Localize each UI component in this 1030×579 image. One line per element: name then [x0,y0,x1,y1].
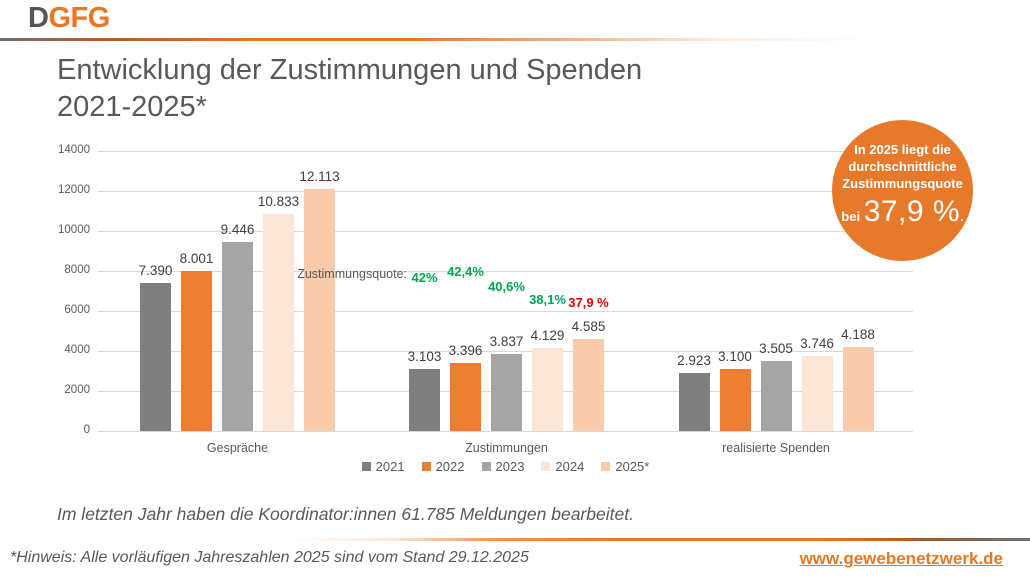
callout-line3: Zustimmungsquote [842,176,963,191]
website-link[interactable]: www.gewebenetzwerk.de [799,549,1003,568]
legend-label: 2023 [495,459,525,474]
x-axis-category-label: realisierte Spenden [722,441,830,455]
y-axis-tick-10000: 10000 [58,224,90,236]
x-axis-category-label: Gespräche [206,441,269,455]
bar-2025-2 [573,339,604,431]
legend-item-2025: 2025* [601,459,649,474]
bar-value-label: 3.396 [448,343,483,359]
gridline-y-0 [98,431,913,432]
zustimmungsquote-value-2023: 40,6% [488,279,525,294]
y-axis-tick-4000: 4000 [64,344,90,356]
summary-note: Im letzten Jahr haben die Koordinator:in… [57,504,634,524]
zustimmungsquote-value-2022: 42,4% [447,264,484,279]
bar-value-label: 8.001 [179,250,214,266]
gridline-y-10000 [98,231,913,232]
bar-value-label: 3.100 [718,349,752,364]
gridline-y-14000 [98,151,913,152]
y-axis-tick-0: 0 [83,424,90,436]
bar-2024-1 [263,214,294,431]
y-axis-tick-14000: 14000 [58,144,90,156]
bar-value-label: 4.585 [571,319,606,335]
zustimmungsquote-value-2021: 42% [411,270,438,285]
callout-value-row: bei 37,9 %. [832,195,973,229]
bar-value-label: 4.129 [530,328,565,344]
legend-swatch-icon [541,462,551,471]
zustimmungsquote-value-2024: 38,1% [529,292,566,307]
slide-title-line2: 2021-2025* [57,91,207,123]
zustimmungsquote-value-2025: 37,9 % [568,295,609,310]
legend-item-2024: 2024 [541,459,584,474]
bar-2021-3 [678,372,710,431]
bar-2021-2 [409,368,440,431]
gridline-y-8000 [98,271,913,272]
bar-value-label: 3.746 [800,336,834,352]
footer-gradient-rule [0,538,1030,541]
bar-2021-1 [140,283,171,431]
bar-2025-1 [304,188,335,431]
gridline-y-4000 [98,351,913,352]
bar-2023-2 [491,354,522,431]
bar-value-label: 3.837 [489,334,524,350]
bar-value-label: 3.103 [407,348,442,364]
chart-legend: 2021 2022 2023 2024 2025* [98,459,913,474]
bar-2022-3 [719,369,751,431]
legend-swatch-icon [361,462,371,471]
bar-value-label: 12.113 [299,168,340,184]
callout-line1: In 2025 liegt die [854,142,951,157]
legend-item-2022: 2022 [421,459,465,474]
bar-2022-2 [450,363,481,431]
bar-value-label: 4.188 [841,327,875,343]
footnote-hint: *Hinweis: Alle vorläufigen Jahreszahlen … [10,549,529,566]
gridline-y-6000 [98,311,913,312]
dgfg-logo: DGFG [28,2,110,35]
callout-line2: durchschnittliche [848,159,957,174]
callout-prefix: bei [841,209,864,224]
legend-label: 2021 [375,459,405,474]
bar-value-label: 9.446 [220,222,255,238]
highlight-circle-callout: In 2025 liegt die durchschnittliche Zust… [832,120,973,261]
callout-suffix: . [960,209,964,224]
bar-chart-plot-area: 0 2000 4000 6000 8000 10000 12000 14000 7.390 8.0… [58,144,913,455]
legend-swatch-icon [421,462,431,471]
bar-value-label: 10.833 [257,194,300,210]
bar-value-label: 7.390 [138,263,173,279]
legend-label: 2022 [435,459,465,474]
bar-value-label: 3.505 [759,340,793,356]
bar-2024-2 [532,348,563,431]
y-axis-tick-8000: 8000 [64,264,90,276]
x-axis-category-label: Zustimmungen [465,441,548,455]
legend-item-2023: 2023 [481,459,525,474]
legend-swatch-icon [481,462,491,471]
callout-big-value: 37,9 % [863,195,961,228]
legend-label: 2024 [555,459,585,474]
logo-letters-gfg: GFG [48,2,110,34]
slide-title: Entwicklung der Zustimmungen und Spenden… [57,52,642,126]
y-axis-tick-2000: 2000 [64,384,90,396]
legend-swatch-icon [601,462,611,471]
bar-2023-1 [222,242,253,431]
gridline-y-12000 [98,191,913,192]
slide-title-line1: Entwicklung der Zustimmungen und Spenden [57,54,643,86]
bar-2023-3 [760,360,792,431]
bar-2022-1 [181,270,212,431]
legend-item-2021: 2021 [361,459,405,474]
zustimmungsquote-label: Zustimmungsquote: [297,267,407,281]
bar-2025-3 [842,347,874,431]
header-gradient-rule [0,38,1030,41]
y-axis-tick-6000: 6000 [64,304,90,316]
legend-label: 2025* [615,459,650,474]
y-axis-tick-12000: 12000 [58,184,90,196]
bar-value-label: 2.923 [677,352,711,368]
bar-2024-3 [801,356,833,431]
logo-letter-d: D [28,2,49,34]
